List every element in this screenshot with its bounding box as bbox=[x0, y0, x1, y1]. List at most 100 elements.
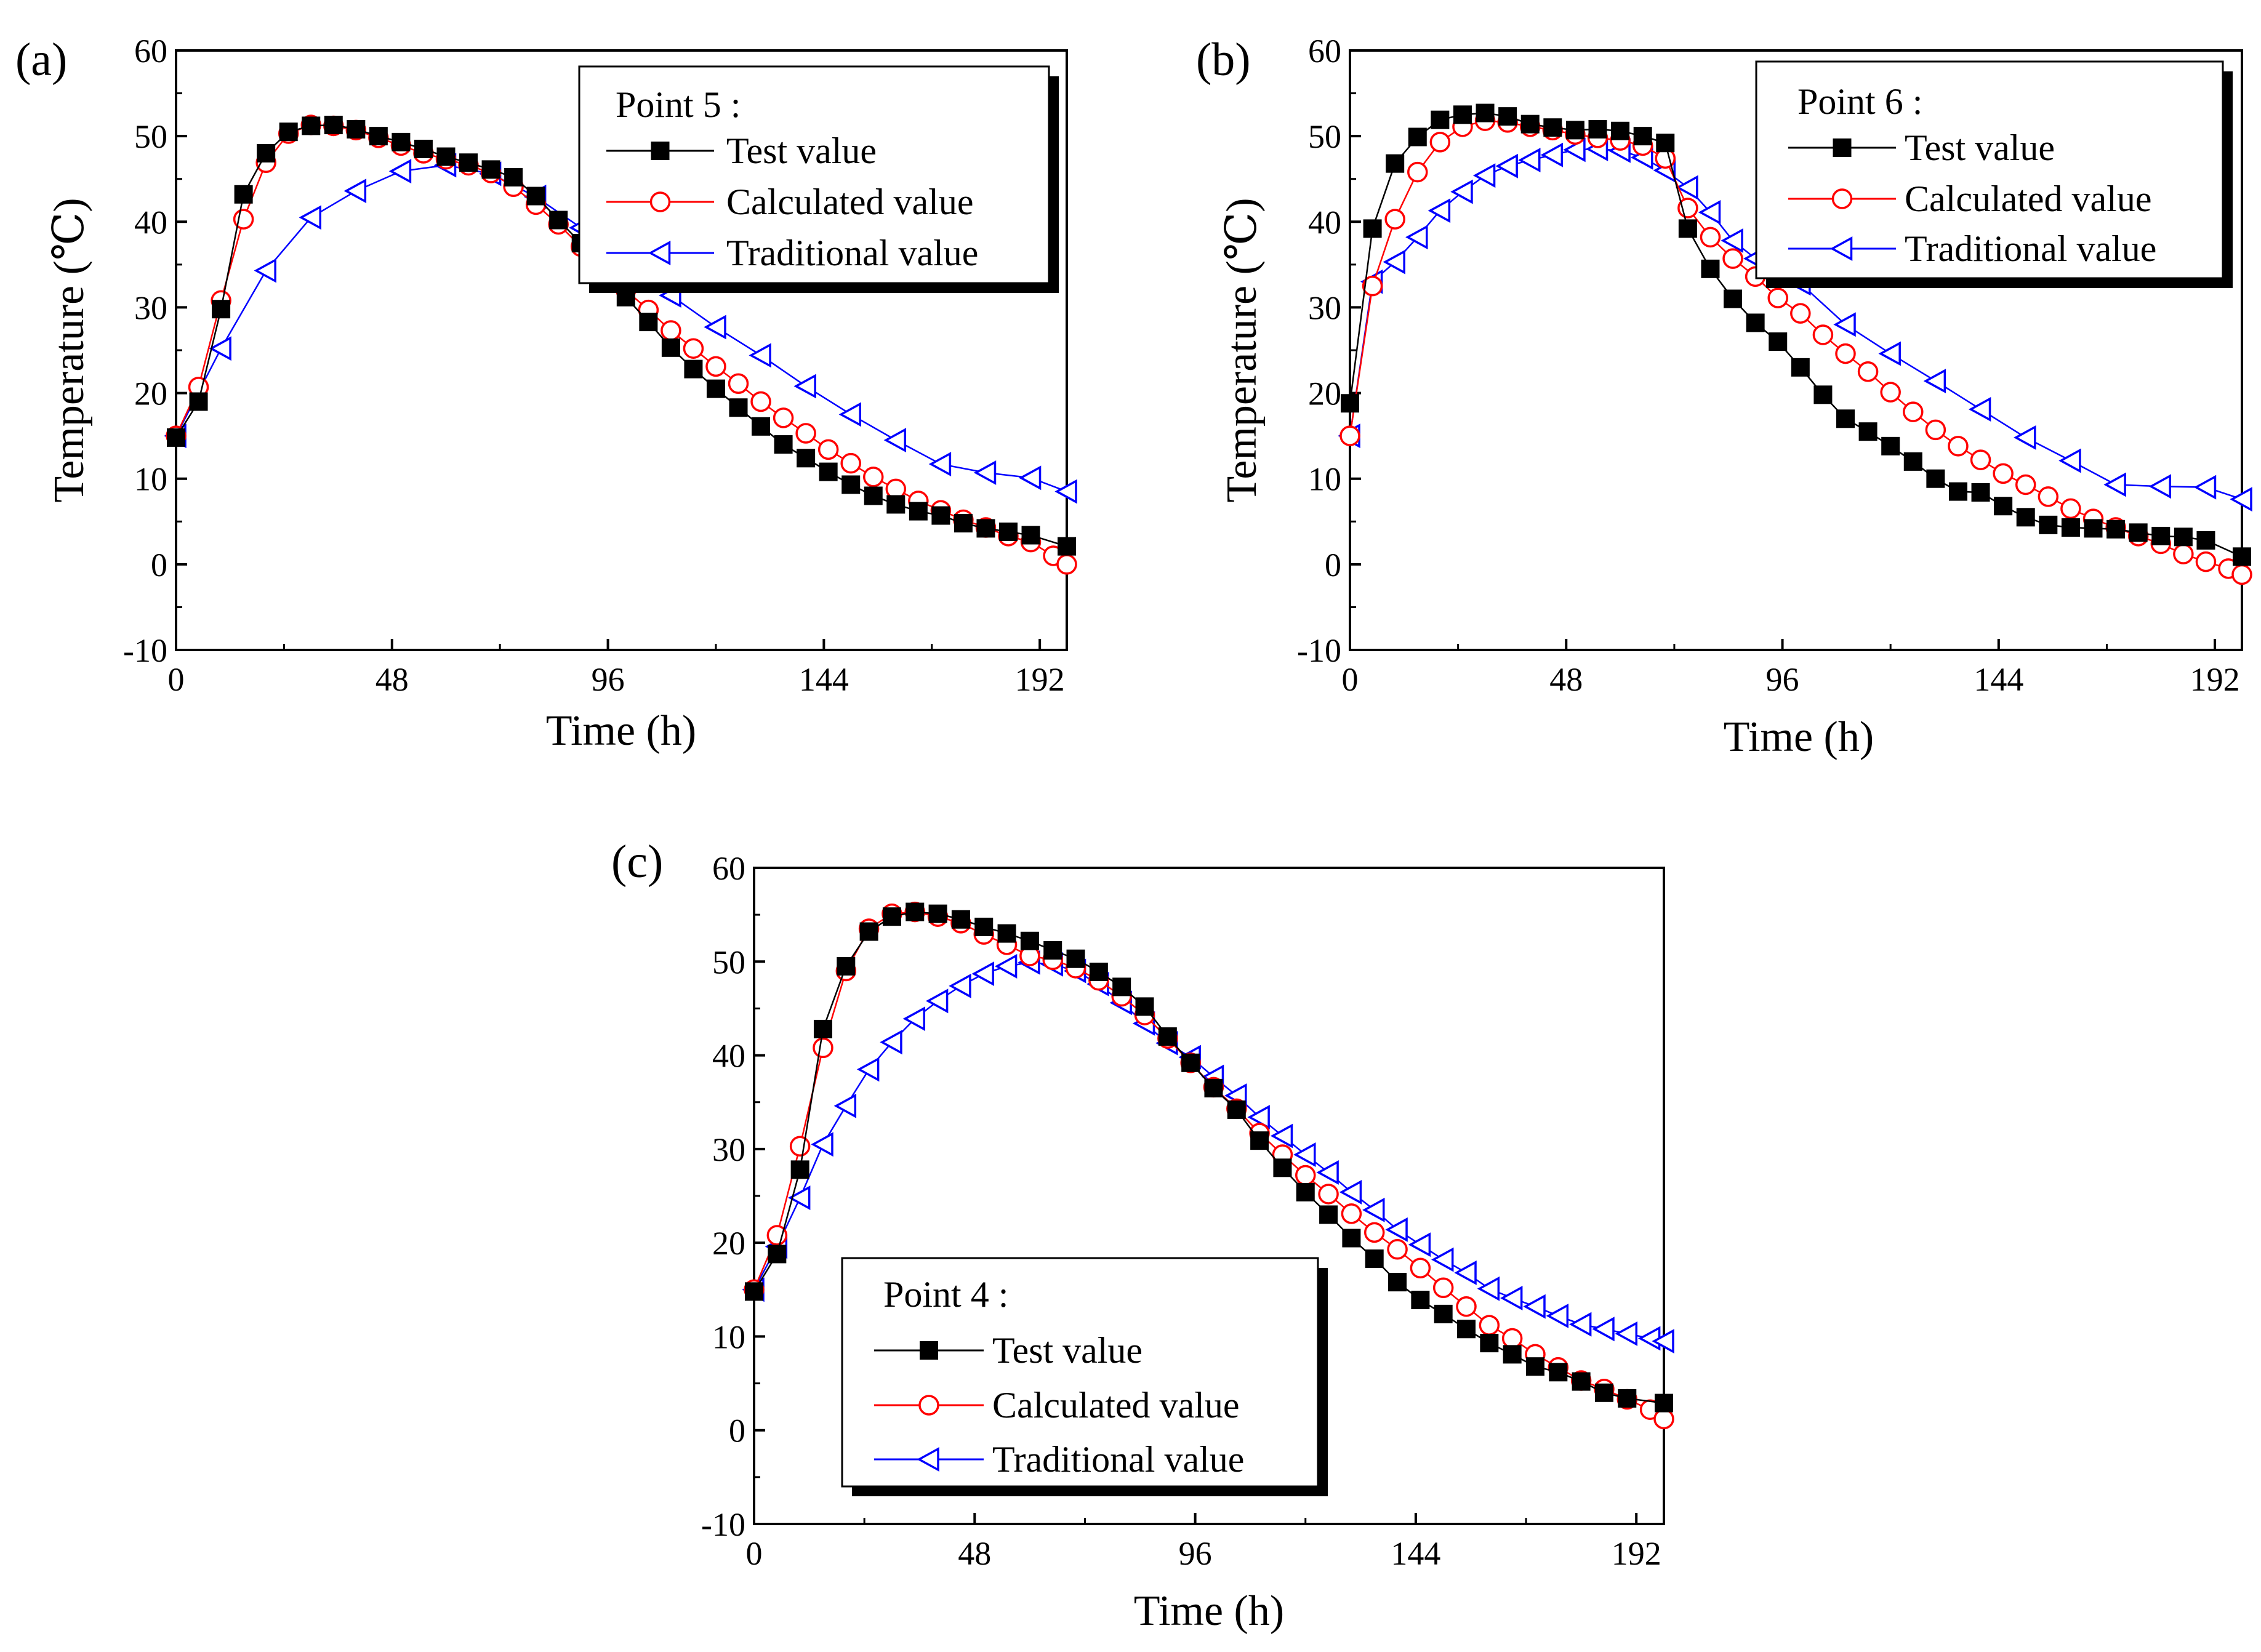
data-point-test bbox=[392, 132, 411, 151]
data-point-calculated bbox=[1407, 161, 1428, 183]
legend-marker-test bbox=[1833, 138, 1852, 157]
x-tick-label: 96 bbox=[1179, 1535, 1212, 1572]
legend-label-traditional: Traditional value bbox=[726, 233, 978, 273]
data-point-calculated bbox=[817, 439, 839, 460]
data-point-traditional bbox=[833, 1093, 857, 1118]
data-point-test bbox=[1204, 1078, 1223, 1097]
data-point-calculated bbox=[1429, 132, 1451, 153]
data-point-test bbox=[1588, 120, 1607, 139]
data-point-traditional bbox=[1454, 1260, 1477, 1285]
y-tick-label: 50 bbox=[1308, 118, 1341, 155]
series-line-test bbox=[753, 911, 1665, 1404]
legend-marker-calculated bbox=[649, 191, 671, 212]
y-tick-label: 50 bbox=[712, 944, 745, 980]
data-point-test bbox=[813, 1019, 832, 1038]
data-point-test bbox=[279, 122, 298, 142]
data-point-traditional bbox=[925, 988, 949, 1014]
y-axis-title: Temperature (℃) bbox=[46, 198, 93, 502]
data-point-traditional bbox=[388, 159, 412, 184]
data-point-test bbox=[2151, 526, 2171, 545]
data-point-traditional bbox=[1408, 1232, 1431, 1257]
data-point-test bbox=[414, 140, 433, 159]
data-point-test bbox=[1411, 1291, 1430, 1310]
data-point-test bbox=[2174, 527, 2193, 547]
data-point-calculated bbox=[1653, 1408, 1674, 1430]
legend-marker-traditional bbox=[1829, 236, 1853, 261]
data-point-test bbox=[931, 506, 950, 525]
legend-label-calculated: Calculated value bbox=[726, 182, 973, 222]
data-point-traditional bbox=[973, 460, 997, 485]
data-point-test bbox=[706, 379, 725, 398]
data-point-test bbox=[1549, 1363, 1568, 1382]
y-tick-label: -10 bbox=[701, 1506, 745, 1543]
data-point-test bbox=[1058, 537, 1076, 556]
y-tick-label: 50 bbox=[134, 118, 167, 155]
x-tick-label: 96 bbox=[1766, 661, 1799, 698]
data-point-calculated bbox=[1362, 275, 1383, 297]
data-point-test bbox=[481, 160, 500, 179]
data-point-calculated bbox=[728, 373, 749, 395]
y-tick-label: 20 bbox=[134, 375, 167, 412]
data-point-traditional bbox=[1968, 397, 1991, 422]
y-tick-label: 0 bbox=[1325, 547, 1341, 583]
data-point-test bbox=[1112, 977, 1131, 996]
x-tick-label: 48 bbox=[1549, 661, 1583, 698]
data-point-calculated bbox=[1812, 324, 1834, 345]
data-point-test bbox=[436, 147, 456, 166]
data-point-traditional bbox=[788, 1185, 811, 1211]
data-point-traditional bbox=[856, 1057, 880, 1082]
data-point-traditional bbox=[1247, 1105, 1270, 1130]
legend: Point 4 : Test value Calculated value Tradi… bbox=[841, 1257, 1328, 1496]
series-layer bbox=[742, 901, 1674, 1430]
data-point-test bbox=[526, 186, 545, 206]
data-point-traditional bbox=[209, 336, 231, 361]
data-point-traditional bbox=[1316, 1160, 1339, 1185]
data-point-test bbox=[1724, 289, 1743, 308]
y-tick-label: -10 bbox=[123, 632, 167, 669]
legend-label-calculated: Calculated value bbox=[992, 1385, 1239, 1425]
data-point-test bbox=[1457, 1320, 1476, 1339]
data-point-calculated bbox=[813, 1037, 833, 1059]
data-point-traditional bbox=[1428, 198, 1451, 223]
data-point-calculated bbox=[840, 452, 861, 474]
data-point-traditional bbox=[1637, 1326, 1661, 1351]
x-axis-title: Time (h) bbox=[1134, 1587, 1284, 1635]
y-tick-label: 0 bbox=[151, 547, 167, 583]
data-point-test bbox=[1089, 963, 1108, 982]
data-point-test bbox=[906, 902, 925, 921]
panel-label: (b) bbox=[1196, 34, 1251, 86]
data-point-calculated bbox=[1410, 1257, 1431, 1279]
data-point-test bbox=[837, 956, 856, 976]
data-point-traditional bbox=[2148, 474, 2172, 499]
data-point-traditional bbox=[1698, 200, 1721, 225]
data-point-calculated bbox=[789, 1136, 811, 1157]
x-tick-label: 0 bbox=[168, 661, 185, 698]
y-tick-label: 0 bbox=[729, 1413, 745, 1450]
y-tick-label: -10 bbox=[1297, 632, 1341, 669]
data-point-test bbox=[1434, 1304, 1453, 1323]
data-point-traditional bbox=[1676, 175, 1698, 200]
y-tick-label: 40 bbox=[1308, 204, 1341, 241]
data-point-calculated bbox=[1835, 343, 1856, 364]
data-point-calculated bbox=[773, 407, 794, 428]
data-point-test bbox=[819, 462, 838, 481]
data-point-test bbox=[1066, 949, 1085, 968]
data-point-traditional bbox=[749, 343, 771, 368]
data-point-traditional bbox=[1615, 1321, 1638, 1346]
data-point-test bbox=[1971, 483, 1990, 502]
data-point-traditional bbox=[1362, 1197, 1385, 1222]
x-tick-label: 192 bbox=[2190, 661, 2240, 698]
data-point-calculated bbox=[750, 391, 771, 412]
data-point-test bbox=[774, 435, 793, 454]
data-point-traditional bbox=[1385, 1217, 1408, 1242]
data-point-test bbox=[1836, 409, 1855, 428]
data-point-traditional bbox=[1339, 1179, 1362, 1205]
data-point-test bbox=[1813, 385, 1833, 404]
data-point-calculated bbox=[1339, 425, 1360, 446]
legend-box bbox=[841, 1257, 1319, 1488]
data-point-traditional bbox=[1721, 228, 1743, 253]
data-point-traditional bbox=[1054, 479, 1077, 504]
data-point-test bbox=[1926, 469, 1945, 488]
data-point-traditional bbox=[1477, 1276, 1500, 1301]
